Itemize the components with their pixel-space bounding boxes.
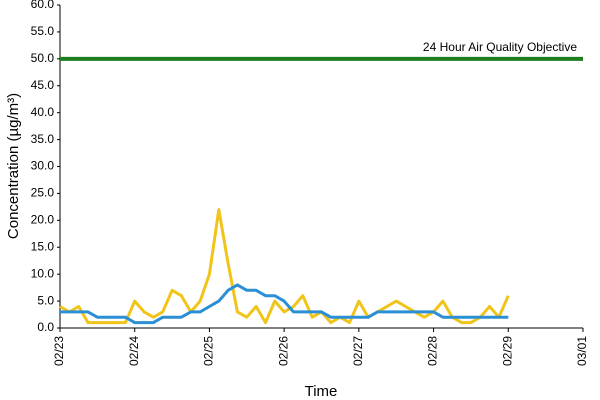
x-tick-label: 02/28 <box>426 336 440 366</box>
y-tick-label: 30.0 <box>31 159 55 173</box>
x-tick-label: 02/26 <box>276 336 290 366</box>
x-tick-label: 02/25 <box>202 336 216 366</box>
y-tick-label: 20.0 <box>31 213 55 227</box>
y-axis-title: Concentration (µg/m³) <box>5 93 22 239</box>
y-tick-label: 45.0 <box>31 78 55 92</box>
x-axis-title: Time <box>305 383 338 400</box>
y-tick-label: 35.0 <box>31 132 55 146</box>
y-tick-label: 55.0 <box>31 24 55 38</box>
objective-label: 24 Hour Air Quality Objective <box>423 40 577 54</box>
y-tick-label: 60.0 <box>31 0 55 11</box>
x-tick-label: 02/24 <box>127 336 141 366</box>
y-tick-label: 5.0 <box>37 293 54 307</box>
y-tick-label: 25.0 <box>31 186 55 200</box>
y-tick-label: 10.0 <box>31 266 55 280</box>
series-line <box>60 283 509 325</box>
y-tick-label: 40.0 <box>31 105 55 119</box>
y-tick-label: 0.0 <box>37 320 54 334</box>
y-tick-label: 50.0 <box>31 51 55 65</box>
x-tick-label: 02/23 <box>52 336 66 366</box>
y-tick-label: 15.0 <box>31 239 55 253</box>
series-line <box>59 208 510 325</box>
x-tick-label: 03/01 <box>575 336 589 366</box>
x-tick-label: 02/29 <box>500 336 514 366</box>
x-tick-label: 02/27 <box>351 336 365 366</box>
